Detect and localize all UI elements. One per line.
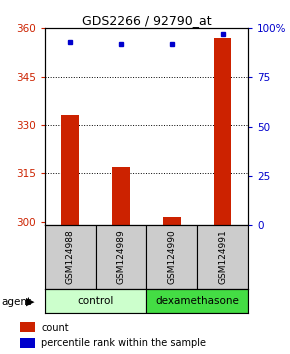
Bar: [96, 225, 146, 289]
Text: GSM124991: GSM124991: [218, 229, 227, 284]
Text: GSM124988: GSM124988: [66, 229, 75, 284]
Bar: [146, 289, 248, 313]
Text: dexamethasone: dexamethasone: [155, 296, 239, 306]
Bar: [112, 167, 130, 225]
Bar: [163, 217, 181, 225]
Text: agent: agent: [1, 297, 32, 307]
Bar: [20, 322, 35, 332]
Bar: [45, 225, 96, 289]
Bar: [214, 38, 231, 225]
Bar: [146, 225, 197, 289]
Text: control: control: [77, 296, 114, 306]
Text: ▶: ▶: [26, 297, 35, 307]
Bar: [45, 289, 146, 313]
Bar: [61, 115, 79, 225]
Text: GSM124990: GSM124990: [167, 229, 176, 284]
Text: count: count: [41, 322, 69, 332]
Bar: [20, 338, 35, 348]
Bar: [197, 225, 248, 289]
Text: percentile rank within the sample: percentile rank within the sample: [41, 338, 206, 348]
Title: GDS2266 / 92790_at: GDS2266 / 92790_at: [82, 14, 211, 27]
Text: GSM124989: GSM124989: [117, 229, 126, 284]
